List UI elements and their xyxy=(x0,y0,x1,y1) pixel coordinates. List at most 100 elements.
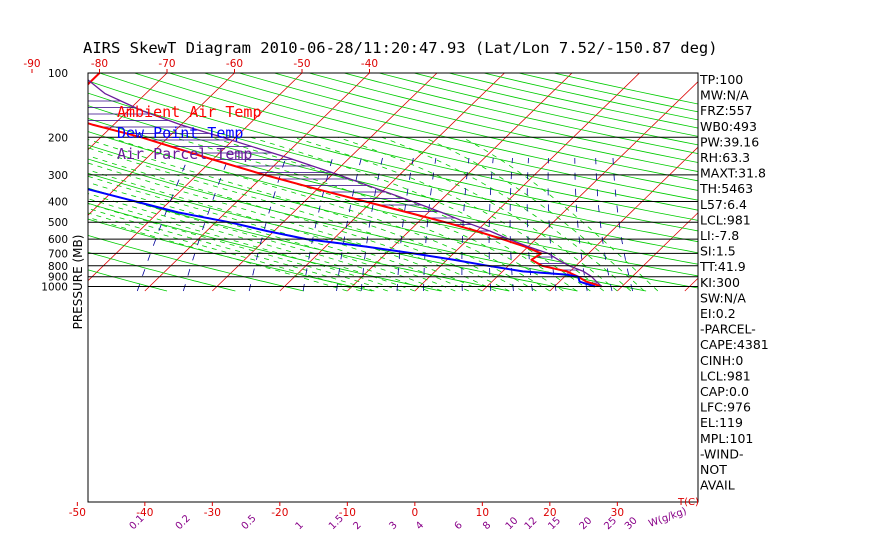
dry-adiabat-line xyxy=(88,80,698,232)
dry-adiabat-line xyxy=(204,73,698,191)
mixing-ratio-label: 12 xyxy=(523,515,540,532)
legend-entry: Air Parcel Temp xyxy=(117,145,252,163)
moist-adiabat-line xyxy=(293,136,605,292)
dry-adiabat-line xyxy=(88,118,698,265)
top-axis-label: -60 xyxy=(226,58,243,70)
stat-item: EI:0.2 xyxy=(700,306,736,321)
isotherm-line xyxy=(414,73,640,292)
stat-item: MPL:101 xyxy=(700,431,753,446)
top-axis-label: -40 xyxy=(361,58,378,70)
dry-adiabat-line xyxy=(518,73,698,113)
pressure-tick-label: 500 xyxy=(48,217,68,229)
series-line-ambient-air-temp xyxy=(88,73,603,288)
stat-item: NOT xyxy=(700,462,727,477)
moist-adiabat-line xyxy=(88,139,523,292)
top-axis-label: -50 xyxy=(293,58,310,70)
pressure-tick-label: 600 xyxy=(48,234,68,246)
bottom-axis-label: 20 xyxy=(543,507,556,519)
stat-item: SI:1.5 xyxy=(700,244,736,259)
isotherm-line xyxy=(0,73,32,291)
bottom-axis-label: -10 xyxy=(339,507,356,519)
moist-adiabat-line xyxy=(88,198,402,292)
stat-item: -PARCEL- xyxy=(700,322,756,337)
mixing-ratio-label: 1 xyxy=(294,520,306,532)
isotherm-line xyxy=(88,73,303,282)
mixing-ratio-label: 0.2 xyxy=(174,513,193,532)
isotherm-line xyxy=(279,73,505,292)
stat-item: LFC:976 xyxy=(700,400,751,415)
moist-adiabat-line xyxy=(250,136,591,292)
mixing-ratio-label: 6 xyxy=(453,520,465,532)
top-axis-label: -80 xyxy=(91,58,108,70)
stat-item: AVAIL xyxy=(700,478,735,493)
moist-adiabat-line xyxy=(210,136,578,292)
bottom-axis-label: 30 xyxy=(611,507,624,519)
dry-adiabat-line xyxy=(378,73,698,146)
dry-adiabat-line xyxy=(308,73,698,163)
legend-entry: Ambient Air Temp xyxy=(117,103,262,121)
legend: Ambient Air Temp Dew Point Temp Air Parcel… xyxy=(117,103,262,163)
dry-adiabat-line xyxy=(88,144,698,289)
dry-adiabat-line xyxy=(88,187,510,292)
moist-adiabat-line xyxy=(423,136,645,292)
stat-item: CINH:0 xyxy=(700,353,743,368)
pressure-tick-label: 400 xyxy=(48,197,68,209)
mixing-ratio-unit-label: W(g/kg) xyxy=(647,506,688,530)
isotherm-line xyxy=(617,212,698,292)
stat-item: PW:39.16 xyxy=(700,134,759,149)
dry-adiabat-line xyxy=(88,235,304,292)
stat-item: FRZ:557 xyxy=(700,103,753,118)
dry-adiabat-line xyxy=(239,73,698,182)
mixing-ratio-label: 2 xyxy=(351,520,363,532)
stat-item: MAXT:31.8 xyxy=(700,166,766,181)
mixing-ratio-line xyxy=(248,157,287,292)
y-axis-label: PRESSURE (MB) xyxy=(71,235,85,330)
stat-item: SW:N/A xyxy=(700,290,746,305)
isotherm-line xyxy=(752,73,870,291)
moist-adiabat-line xyxy=(381,136,632,292)
series-line-dew-point-temp xyxy=(88,188,596,288)
mixing-ratio-label: 8 xyxy=(481,520,493,532)
temperature-unit-label: T(C) xyxy=(677,497,699,508)
mixing-ratio-label: 20 xyxy=(578,515,595,532)
mixing-ratio-label: 4 xyxy=(414,520,426,532)
dry-adiabat-line xyxy=(134,73,698,211)
stat-item: LI:-7.8 xyxy=(700,228,739,243)
mixing-ratio-line xyxy=(360,157,383,292)
mixing-ratio-label: 10 xyxy=(504,515,521,532)
chart-title: AIRS SkewT Diagram 2010-06-28/11:20:47.9… xyxy=(83,39,718,57)
mixing-ratio-line xyxy=(612,157,633,292)
stat-item: CAP:0.0 xyxy=(700,384,749,399)
mixing-ratio-label: 0.5 xyxy=(240,513,259,532)
dry-adiabat-line xyxy=(88,105,698,254)
pressure-tick-label: 800 xyxy=(48,261,68,273)
pressure-tick-label: 700 xyxy=(48,248,68,260)
pressure-tick-label: 300 xyxy=(48,170,68,182)
mixing-ratio-line xyxy=(509,157,514,292)
dry-adiabat-line xyxy=(88,172,578,292)
stat-item: LCL:981 xyxy=(700,368,751,383)
dry-adiabat-line xyxy=(88,218,373,292)
legend-entry: Dew Point Temp xyxy=(117,124,243,142)
bottom-axis-label: 10 xyxy=(476,507,489,519)
moist-adiabat-line xyxy=(88,181,442,292)
stat-item: TH:5463 xyxy=(699,181,753,196)
top-axis-label: -70 xyxy=(158,58,175,70)
background-lines xyxy=(0,73,870,292)
moist-adiabat-line xyxy=(88,193,415,292)
isotherm-line xyxy=(88,73,168,151)
dry-adiabat-line xyxy=(88,158,647,292)
mixing-ratio-line xyxy=(183,157,229,292)
moist-adiabat-line xyxy=(88,207,375,292)
pressure-tick-label: 1000 xyxy=(41,282,68,294)
dry-adiabat-line xyxy=(99,73,698,221)
plot-frame xyxy=(87,72,699,503)
isotherm-line xyxy=(88,73,235,216)
moist-adiabat-line xyxy=(462,136,659,292)
axis-labels: -120-110-100-90-80-70-60-50-40-50-40-30-… xyxy=(23,58,699,532)
bottom-axis-label: -50 xyxy=(69,507,86,519)
moist-adiabat-line xyxy=(139,136,551,292)
dry-adiabat-line xyxy=(274,73,698,172)
moist-adiabat-line xyxy=(337,136,618,292)
